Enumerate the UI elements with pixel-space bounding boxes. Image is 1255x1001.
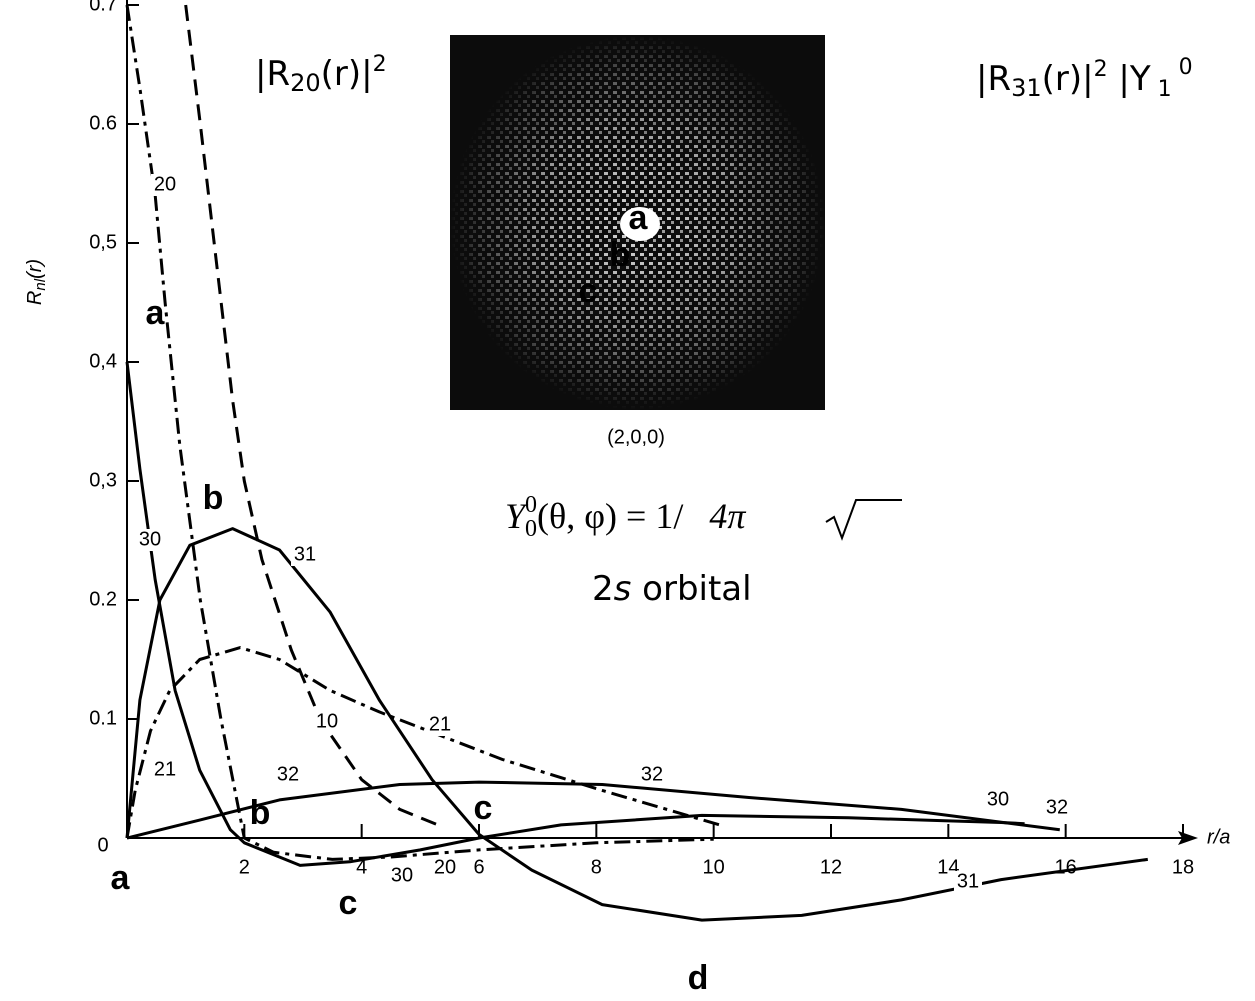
left-label: |R20(r)|2 [255, 52, 387, 97]
point-letter: b [203, 479, 224, 517]
point-letter: d [688, 959, 709, 997]
y-axis-label: Rnl(r) [24, 259, 49, 305]
series-line [186, 5, 438, 825]
curve-label: 30 [987, 788, 1009, 810]
orbital-label-part: 2 [592, 569, 614, 609]
x-tick-label: 2 [239, 856, 250, 878]
curve-label: 32 [1046, 796, 1068, 818]
right-label-part: 2 [1094, 57, 1108, 82]
left-label-part: |R [255, 54, 290, 94]
formula-part: (θ, φ) = 1/ [537, 496, 683, 536]
orbital-label: 2s orbital [592, 569, 752, 609]
curve-label: 30 [391, 864, 413, 886]
formula-part: 4π [709, 496, 746, 536]
inset-caption: (2,0,0) [607, 426, 665, 448]
x-tick-label: 18 [1172, 856, 1194, 878]
x-tick-label: 10 [703, 856, 725, 878]
curve-label: 32 [641, 763, 663, 785]
y-axis-label-part: R [24, 291, 46, 305]
formula-part: 0 [525, 492, 537, 518]
point-letter: c [339, 884, 358, 922]
y-tick-label: 0.2 [89, 588, 117, 610]
series-line [127, 648, 720, 838]
y-tick-label: 0.6 [89, 112, 117, 134]
y-axis-label-part: nl [32, 278, 49, 290]
curve-label: 10 [316, 710, 338, 732]
right-label-part: 0 [1172, 55, 1193, 80]
right-label-part: |R [976, 59, 1011, 99]
inset-letter: a [629, 199, 649, 237]
sqrt-sign [826, 500, 902, 538]
right-label: |R31(r)|2 |Y 1 0 [976, 55, 1193, 102]
x-tick-label: 0 [97, 834, 108, 856]
right-label-part: 1 [1151, 77, 1172, 102]
x-tick-label: 12 [820, 856, 842, 878]
right-label-part: (r)| [1042, 59, 1094, 99]
y-axis-label-part: (r) [24, 259, 46, 279]
curve-label: 31 [294, 543, 316, 565]
y-tick-label: 0.1 [89, 707, 117, 729]
inset-letter: c [579, 272, 598, 310]
inset-letter: b [610, 236, 631, 274]
x-axis-label: r/a [1207, 826, 1230, 848]
right-label-part: 31 [1011, 74, 1042, 102]
y-tick-label: 0,4 [89, 350, 117, 372]
curve-label: 31 [957, 870, 979, 892]
point-letter: b [250, 794, 271, 832]
x-tick-label: 16 [1055, 856, 1077, 878]
left-label-part: 20 [290, 69, 321, 97]
curve-label: 21 [429, 713, 451, 735]
curve-label: 20 [434, 856, 456, 878]
curve-label: 32 [277, 763, 299, 785]
point-letter: a [146, 294, 166, 332]
y-tick-label: 0.7 [89, 0, 117, 15]
point-letter: c [474, 789, 493, 827]
left-label-part: (r)| [321, 54, 373, 94]
series-line [127, 362, 1025, 865]
x-tick-label: 6 [473, 856, 484, 878]
curve-label: 30 [139, 528, 161, 550]
curve-label: 20 [154, 173, 176, 195]
curve-label: 21 [154, 758, 176, 780]
y-tick-label: 0,3 [89, 469, 117, 491]
orbital-label-part: s [614, 569, 632, 609]
orbital-label-part: orbital [631, 569, 751, 609]
right-label-part: |Y [1108, 59, 1151, 99]
x-tick-label: 8 [591, 856, 602, 878]
point-letter: a [111, 859, 131, 897]
y-tick-label: 0,5 [89, 231, 117, 253]
chart: r/a0.10.20,30,40,50.60.7024681012141618R… [0, 0, 1255, 1001]
formula-part: 0 [525, 516, 537, 542]
left-label-part: 2 [373, 52, 387, 77]
